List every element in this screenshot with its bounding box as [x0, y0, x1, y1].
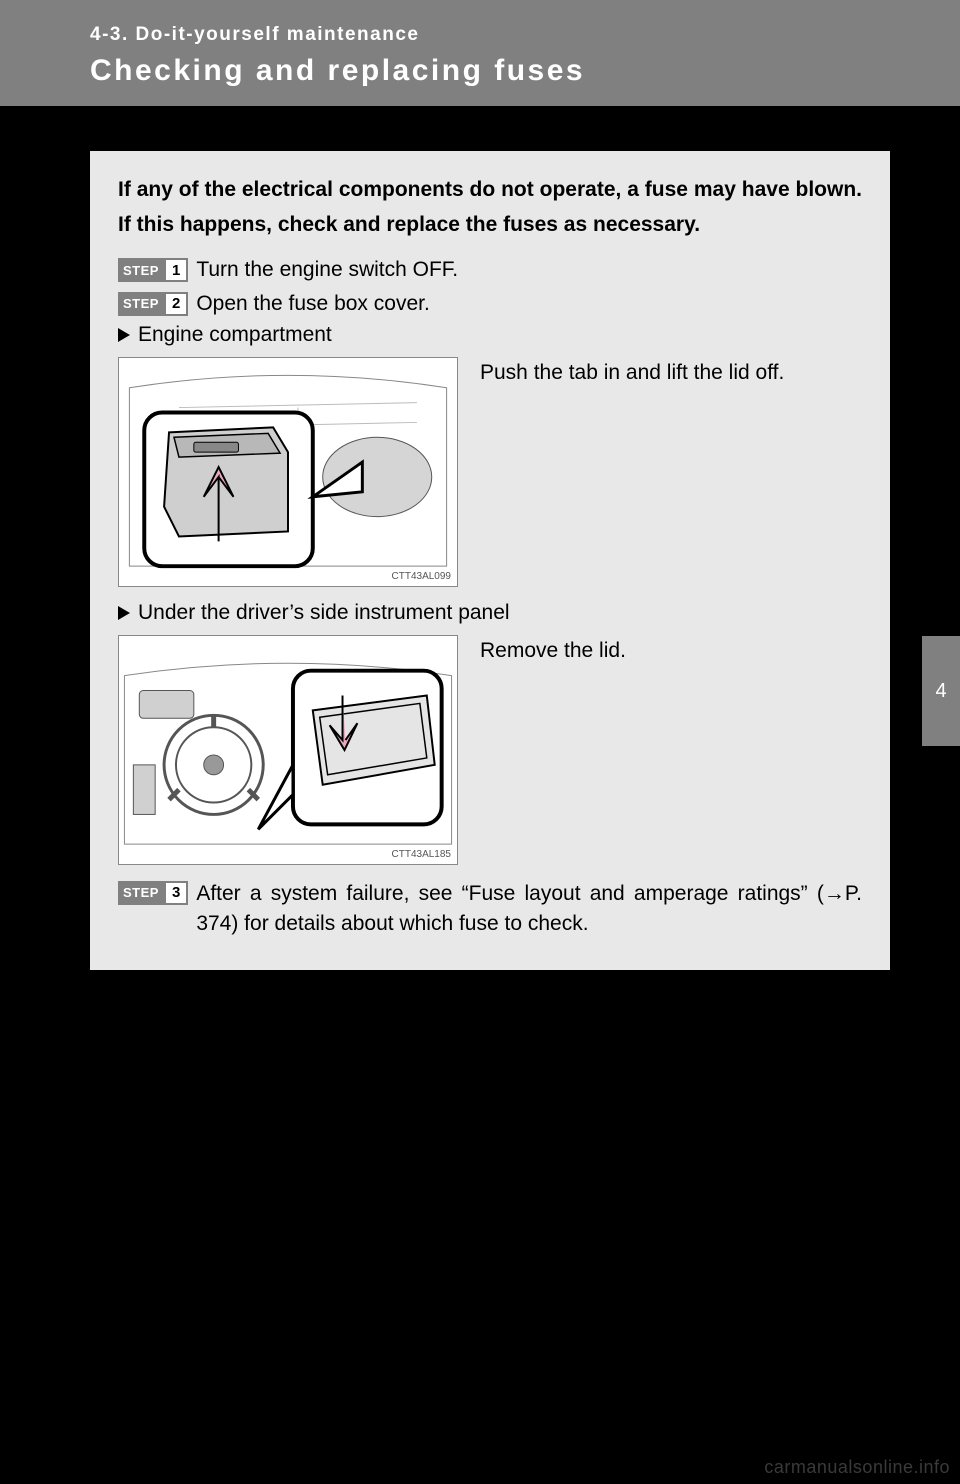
step-word: STEP — [118, 258, 164, 282]
figure-code-2: CTT43AL185 — [392, 849, 451, 860]
side-tab: 4 — [922, 636, 960, 746]
subheading-driver-panel: Under the driver’s side instrument panel — [118, 601, 862, 625]
step-2-row: STEP 2 Open the fuse box cover. — [118, 290, 862, 317]
figure-row-1: CTT43AL099 Push the tab in and lift the … — [118, 357, 862, 587]
step-1-text: Turn the engine switch OFF. — [196, 256, 458, 283]
triangle-icon — [118, 328, 130, 342]
subheading-driver-text: Under the driver’s side instrument panel — [138, 601, 510, 625]
figure-engine-compartment: CTT43AL099 — [118, 357, 458, 587]
step-num-1: 1 — [164, 258, 188, 282]
step-1-row: STEP 1 Turn the engine switch OFF. — [118, 256, 862, 283]
figure-code-1: CTT43AL099 — [392, 571, 451, 582]
step-num-2: 2 — [164, 292, 188, 316]
watermark: carmanualsonline.info — [764, 1457, 950, 1478]
figure-driver-panel: CTT43AL185 — [118, 635, 458, 865]
step-badge-2: STEP 2 — [118, 292, 188, 316]
page-title: Checking and replacing fuses — [90, 54, 920, 88]
caption-1: Push the tab in and lift the lid off. — [480, 357, 862, 389]
content-box: If any of the electrical components do n… — [90, 151, 890, 970]
header-bar: 4-3. Do-it-yourself maintenance Checking… — [0, 0, 960, 106]
subheading-engine-text: Engine compartment — [138, 323, 332, 347]
step-word: STEP — [118, 881, 164, 905]
figure-row-2: CTT43AL185 Remove the lid. — [118, 635, 862, 865]
step-2-text: Open the fuse box cover. — [196, 290, 429, 317]
step-badge-1: STEP 1 — [118, 258, 188, 282]
step-3-text: After a system failure, see “Fuse layout… — [196, 879, 862, 940]
triangle-icon — [118, 606, 130, 620]
side-tab-number: 4 — [935, 680, 946, 703]
section-label: 4-3. Do-it-yourself maintenance — [90, 24, 920, 46]
step-badge-3: STEP 3 — [118, 881, 188, 905]
step-num-3: 3 — [164, 881, 188, 905]
caption-2: Remove the lid. — [480, 635, 862, 667]
step-3-row: STEP 3 After a system failure, see “Fuse… — [118, 879, 862, 940]
intro-text: If any of the electrical components do n… — [118, 173, 862, 242]
subheading-engine: Engine compartment — [118, 323, 862, 347]
step-word: STEP — [118, 292, 164, 316]
